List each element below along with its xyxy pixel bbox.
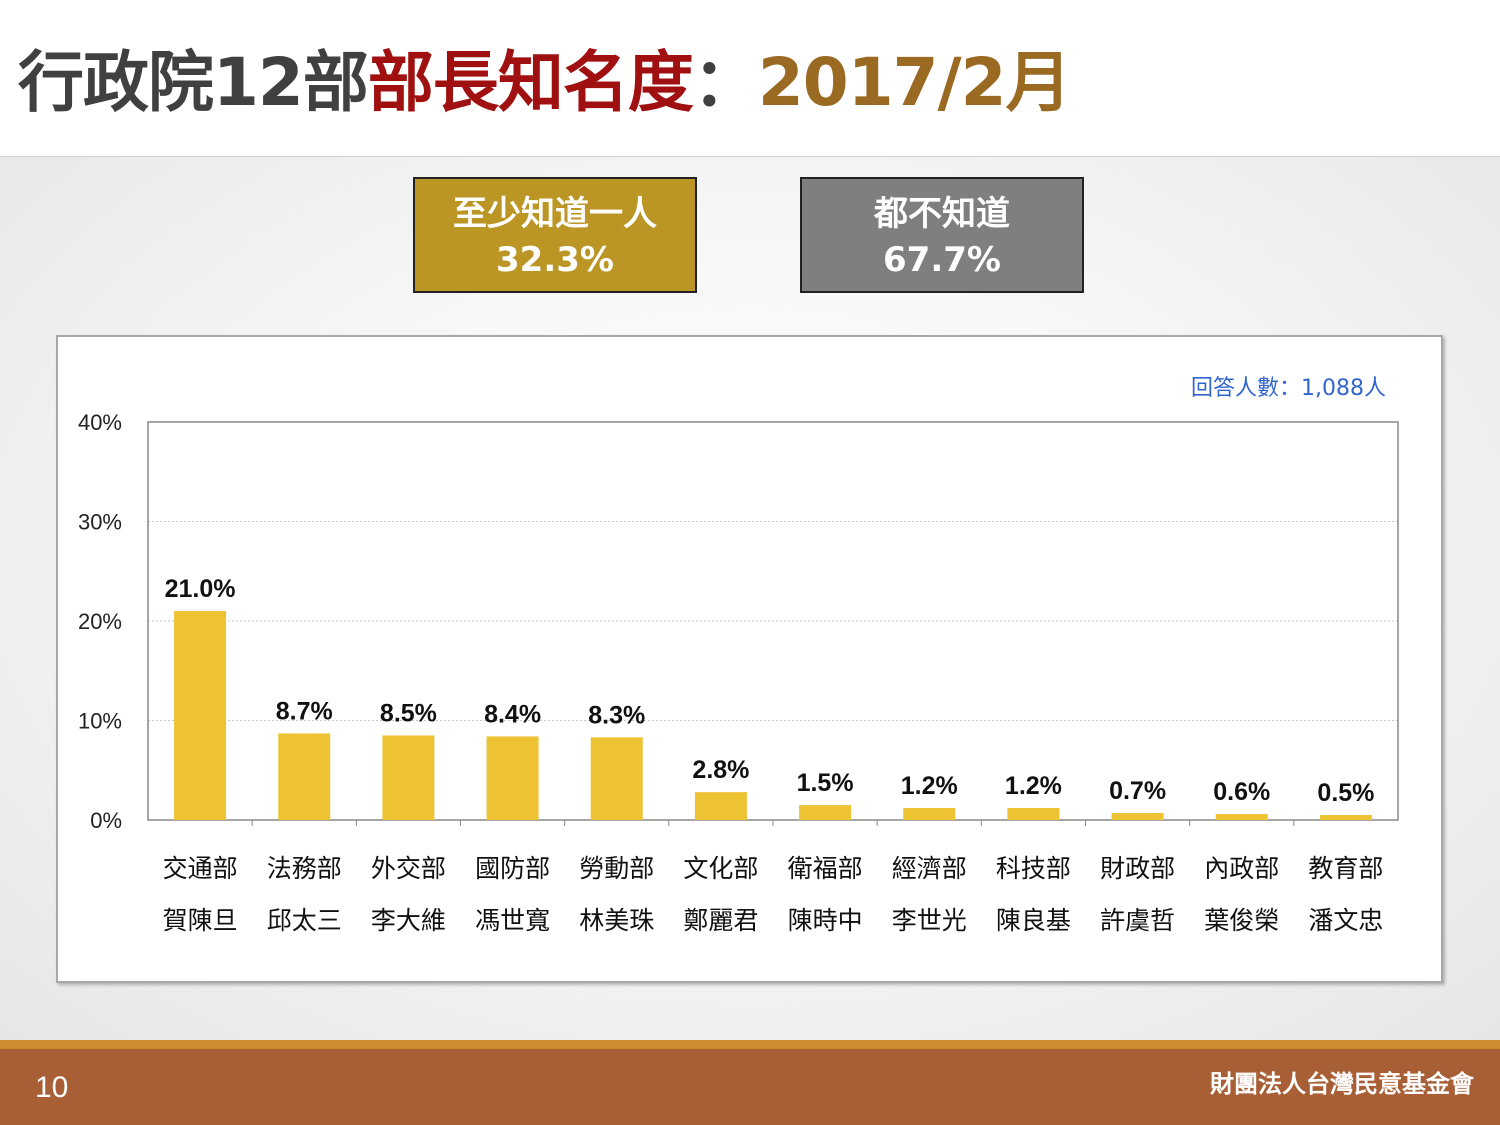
x-category-label: 科技部 bbox=[996, 854, 1071, 883]
x-category-label: 衛福部 bbox=[788, 854, 863, 883]
y-tick-label: 20% bbox=[78, 609, 122, 634]
bar bbox=[278, 733, 331, 820]
title-part-cabinet: 行政院12部 bbox=[18, 44, 369, 121]
title-part-date: 2017/2月 bbox=[757, 44, 1072, 121]
x-minister-label: 賀陳旦 bbox=[163, 906, 238, 935]
y-tick-label: 0% bbox=[90, 808, 122, 833]
x-category-label: 教育部 bbox=[1308, 854, 1383, 883]
bar bbox=[590, 737, 643, 820]
x-minister-label: 陳良基 bbox=[996, 906, 1071, 935]
x-minister-label: 陳時中 bbox=[788, 906, 863, 935]
x-minister-label: 林美珠 bbox=[579, 906, 654, 935]
bar bbox=[1007, 808, 1060, 820]
bar-value-label: 8.5% bbox=[380, 699, 437, 727]
x-category-label: 外交部 bbox=[371, 854, 446, 883]
x-minister-label: 許虞哲 bbox=[1100, 906, 1175, 935]
bar-value-label: 1.5% bbox=[797, 769, 854, 797]
bar-value-label: 0.5% bbox=[1317, 779, 1374, 807]
bar bbox=[1111, 813, 1164, 820]
x-category-label: 財政部 bbox=[1100, 854, 1175, 883]
x-minister-label: 李世光 bbox=[892, 906, 967, 935]
x-minister-label: 李大維 bbox=[371, 906, 446, 935]
summary-know-label: 至少知道一人 bbox=[453, 194, 657, 234]
bar bbox=[382, 735, 435, 820]
x-category-label: 勞動部 bbox=[579, 854, 654, 883]
bar-value-label: 8.7% bbox=[276, 697, 333, 725]
y-tick-label: 30% bbox=[78, 510, 122, 535]
summary-dont-know-value: 67.7% bbox=[883, 240, 1001, 280]
x-minister-label: 潘文忠 bbox=[1308, 906, 1383, 935]
summary-know-value: 32.3% bbox=[496, 240, 614, 280]
x-minister-label: 馮世寬 bbox=[475, 906, 550, 935]
bar bbox=[1215, 814, 1268, 820]
bar-value-label: 1.2% bbox=[1005, 772, 1062, 800]
bar bbox=[174, 611, 227, 820]
x-category-label: 文化部 bbox=[683, 854, 758, 883]
bar bbox=[799, 805, 852, 820]
title-part-subject: 部長知名度 bbox=[367, 44, 694, 121]
y-tick-label: 10% bbox=[78, 709, 122, 734]
bar-value-label: 0.7% bbox=[1109, 777, 1166, 805]
x-minister-label: 鄭麗君 bbox=[683, 906, 758, 935]
bar bbox=[1319, 815, 1372, 820]
x-category-label: 法務部 bbox=[267, 854, 342, 883]
respondents-note: 回答人數：1,088人 bbox=[1191, 376, 1386, 401]
footer-stripe bbox=[0, 1040, 1500, 1049]
bar bbox=[486, 736, 539, 820]
chart-frame: 0% 10% 20% 30% 40% 回答人數：1,088人 21.0% 交通部賀陳旦 8.7%… bbox=[56, 335, 1443, 983]
bar-value-label: 1.2% bbox=[901, 772, 958, 800]
x-category-label: 國防部 bbox=[475, 854, 550, 883]
x-minister-label: 葉俊榮 bbox=[1204, 906, 1279, 935]
x-category-label: 內政部 bbox=[1204, 854, 1279, 883]
bar-value-label: 0.6% bbox=[1213, 778, 1270, 806]
summary-dont-know-label: 都不知道 bbox=[874, 194, 1010, 234]
page-number: 10 bbox=[35, 1071, 69, 1104]
x-minister-label: 邱太三 bbox=[267, 906, 342, 935]
bar bbox=[903, 808, 956, 820]
x-category-label: 經濟部 bbox=[892, 854, 967, 883]
organization-name: 財團法人台灣民意基金會 bbox=[1210, 1070, 1474, 1098]
bar-value-label: 2.8% bbox=[692, 756, 749, 784]
x-category-label: 交通部 bbox=[163, 854, 238, 883]
bar-value-label: 21.0% bbox=[165, 575, 236, 603]
title-divider bbox=[0, 156, 1500, 157]
footer-bar bbox=[0, 1049, 1500, 1125]
summary-know-box: 至少知道一人 32.3% bbox=[413, 177, 697, 293]
bar bbox=[694, 792, 747, 820]
page-title: 行政院12部部長知名度：2017/2月 bbox=[18, 42, 1072, 132]
y-tick-label: 40% bbox=[78, 410, 122, 435]
bar-value-label: 8.3% bbox=[588, 701, 645, 729]
title-part-colon: ： bbox=[692, 44, 759, 121]
summary-dont-know-box: 都不知道 67.7% bbox=[800, 177, 1084, 293]
bar-value-label: 8.4% bbox=[484, 700, 541, 728]
